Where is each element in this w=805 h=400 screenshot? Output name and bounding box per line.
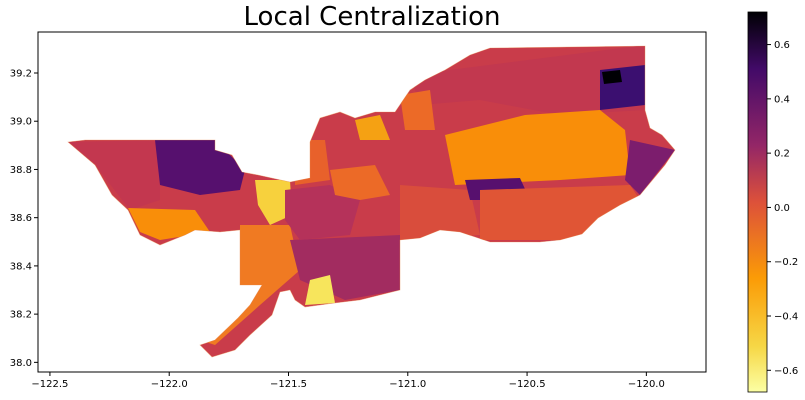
y-tick-label: 39.0: [10, 117, 32, 128]
y-tick-label: 38.0: [10, 358, 32, 369]
y-tick-label: 38.4: [10, 261, 32, 272]
region-southwest-orange: [128, 208, 210, 240]
x-tick-label: −122.0: [151, 379, 188, 390]
region-outline: [67, 45, 676, 358]
region-fill-group: [68, 46, 675, 357]
chart-title: Local Centralization: [243, 2, 501, 32]
region-city-orange: [330, 165, 390, 200]
region-west-yellow: [255, 180, 292, 225]
colorbar-tick-label: 0.2: [774, 149, 790, 160]
colorbar-ticks: 0.6 0.4 0.2 0.0 −0.2 −0.4 −0.6: [767, 40, 798, 377]
x-axis: −122.5 −122.0 −121.5 −121.0 −120.5 −120.0: [31, 372, 665, 390]
x-tick-label: −122.5: [31, 379, 68, 390]
colorbar-tick-label: 0.0: [774, 203, 790, 214]
y-tick-label: 38.2: [10, 310, 32, 321]
x-tick-label: −120.5: [509, 379, 546, 390]
colorbar-tick-label: −0.4: [774, 312, 798, 323]
region-north-orange: [400, 90, 435, 130]
region-northeast-black: [602, 70, 622, 84]
region-south-yellow: [305, 275, 335, 305]
map-regions: [67, 45, 676, 358]
colorbar-tick-label: −0.2: [774, 257, 798, 268]
plot-frame: [37, 31, 707, 373]
region-east-orange: [445, 110, 630, 185]
region-east-red: [480, 185, 640, 240]
x-tick-label: −121.5: [270, 379, 307, 390]
y-tick-label: 38.8: [10, 165, 32, 176]
region-northcentral-orange: [295, 140, 330, 185]
region-central-red: [400, 185, 480, 240]
y-tick-label: 39.2: [10, 68, 32, 79]
region-north-east: [410, 46, 645, 115]
region-city-core: [285, 185, 360, 240]
y-axis: 38.0 38.2 38.4 38.6 38.8 39.0 39.2: [10, 68, 38, 369]
colorbar-gradient: [747, 11, 768, 393]
x-tick-label: −120.0: [628, 379, 665, 390]
region-west-north: [68, 140, 160, 210]
colorbar-tick-label: −0.6: [774, 366, 798, 377]
colorbar-tick-label: 0.4: [774, 94, 790, 105]
y-tick-label: 38.6: [10, 213, 32, 224]
colorbar: 0.6 0.4 0.2 0.0 −0.2 −0.4 −0.6: [747, 11, 798, 393]
colorbar-tick-label: 0.6: [774, 40, 790, 51]
x-tick-label: −121.0: [389, 379, 426, 390]
region-westcentral-purple: [155, 140, 245, 195]
region-east-purple: [625, 140, 675, 195]
region-north-yellow: [355, 115, 390, 140]
